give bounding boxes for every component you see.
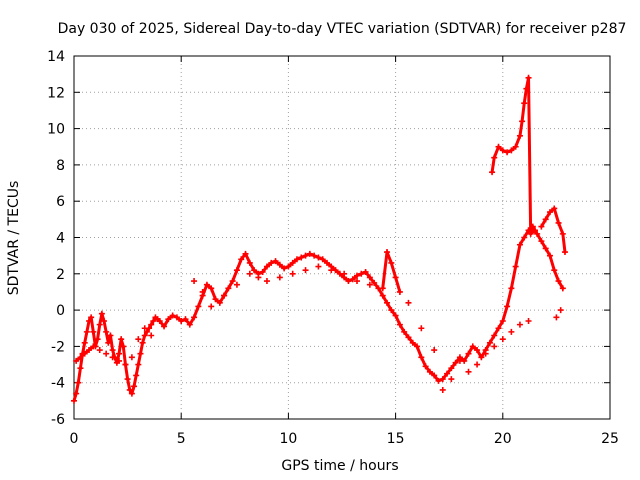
data-point: [122, 361, 129, 368]
data-point: [557, 307, 564, 314]
data-point: [553, 314, 560, 321]
data-point: [246, 270, 253, 277]
data-point: [482, 350, 489, 357]
data-trace-segment: [561, 232, 567, 254]
x-tick-label: 0: [70, 431, 79, 447]
data-point: [328, 267, 335, 274]
data-point: [405, 299, 412, 306]
data-trace-segment: [509, 265, 518, 290]
data-point: [148, 332, 155, 339]
data-point: [431, 347, 438, 354]
y-tick-label: -4: [51, 376, 65, 392]
data-point: [439, 386, 446, 393]
x-axis-label: GPS time / hours: [281, 458, 398, 474]
data-point: [276, 274, 283, 281]
data-point: [366, 281, 373, 288]
data-point: [116, 357, 123, 364]
data-point: [516, 321, 523, 328]
data-trace-segment: [514, 243, 522, 269]
data-point: [315, 263, 322, 270]
y-axis-label: SDTVAR / TECUs: [6, 181, 22, 296]
data-point: [525, 317, 532, 324]
x-axis: 0 5 10 15 20 25: [70, 56, 619, 447]
data-point: [499, 336, 506, 343]
x-tick-label: 25: [601, 431, 619, 447]
data-point: [263, 278, 270, 285]
data-point: [255, 274, 262, 281]
data-point: [289, 270, 296, 277]
data-point: [561, 249, 568, 256]
data-point: [474, 361, 481, 368]
data-point: [135, 336, 142, 343]
y-tick-label: 12: [47, 85, 65, 101]
data-trace-segment: [121, 344, 127, 367]
y-tick-label: 2: [56, 267, 65, 283]
data-point: [341, 270, 348, 277]
data-points: [71, 74, 568, 404]
x-tick-label: 15: [387, 431, 405, 447]
y-tick-label: -2: [51, 339, 65, 355]
y-tick-label: 10: [47, 122, 65, 138]
data-point: [221, 292, 228, 299]
y-tick-label: 6: [56, 194, 65, 210]
data-point: [109, 354, 116, 361]
data-point: [191, 278, 198, 285]
data-trace-segment: [381, 250, 389, 290]
data-trace-segment: [527, 76, 533, 236]
data-point: [90, 343, 97, 350]
data-point: [396, 288, 403, 295]
y-tick-label: -6: [51, 412, 65, 428]
data-trace-segment: [520, 101, 526, 123]
data-point: [418, 325, 425, 332]
data-point: [508, 328, 515, 335]
x-tick-label: 20: [494, 431, 512, 447]
data-point: [103, 350, 110, 357]
data-point: [199, 288, 206, 295]
data-point: [141, 325, 148, 332]
data-point: [559, 285, 566, 292]
y-tick-label: 0: [56, 303, 65, 319]
y-axis: -6 -4 -2 0 2 4 6 8 10 12 14: [47, 49, 610, 428]
data-point: [448, 376, 455, 383]
data-point: [96, 347, 103, 354]
data-point: [491, 343, 498, 350]
data-point: [233, 281, 240, 288]
chart-title: Day 030 of 2025, Sidereal Day-to-day VTE…: [58, 21, 627, 37]
data-point: [465, 368, 472, 375]
data-trace-segment: [505, 286, 513, 308]
y-tick-label: 14: [47, 49, 65, 65]
data-point: [531, 227, 538, 234]
y-tick-label: 4: [56, 231, 65, 247]
data-point: [302, 267, 309, 274]
x-tick-label: 5: [177, 431, 186, 447]
data-point: [128, 354, 135, 361]
data-point: [208, 303, 215, 310]
data-point: [456, 357, 463, 364]
data-point: [354, 278, 361, 285]
y-tick-label: 8: [56, 158, 65, 174]
x-tick-label: 10: [279, 431, 297, 447]
